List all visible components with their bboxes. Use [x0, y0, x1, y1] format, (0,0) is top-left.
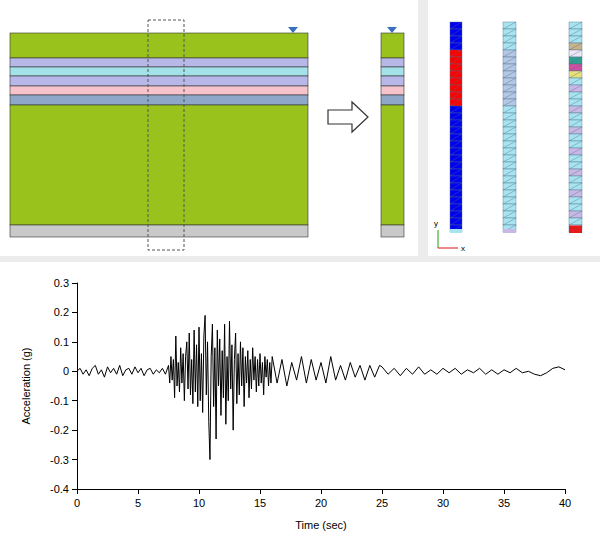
svg-text:-0.1: -0.1	[50, 395, 69, 407]
svg-text:10: 10	[193, 497, 205, 509]
svg-text:5: 5	[135, 497, 141, 509]
svg-text:x: x	[461, 244, 465, 253]
svg-text:0.3: 0.3	[54, 277, 69, 289]
svg-text:0: 0	[63, 365, 69, 377]
svg-text:25: 25	[376, 497, 388, 509]
svg-text:20: 20	[315, 497, 327, 509]
svg-text:-0.2: -0.2	[50, 424, 69, 436]
svg-text:0.2: 0.2	[54, 306, 69, 318]
svg-text:40: 40	[559, 497, 571, 509]
svg-text:0.1: 0.1	[54, 336, 69, 348]
svg-text:-0.4: -0.4	[50, 483, 69, 495]
svg-text:0: 0	[74, 497, 80, 509]
svg-text:Acceleration (g): Acceleration (g)	[20, 347, 32, 424]
svg-text:35: 35	[498, 497, 510, 509]
svg-text:-0.3: -0.3	[50, 454, 69, 466]
svg-text:y: y	[434, 219, 438, 228]
svg-text:Time (sec): Time (sec)	[295, 519, 347, 531]
svg-text:30: 30	[437, 497, 449, 509]
svg-text:15: 15	[254, 497, 266, 509]
